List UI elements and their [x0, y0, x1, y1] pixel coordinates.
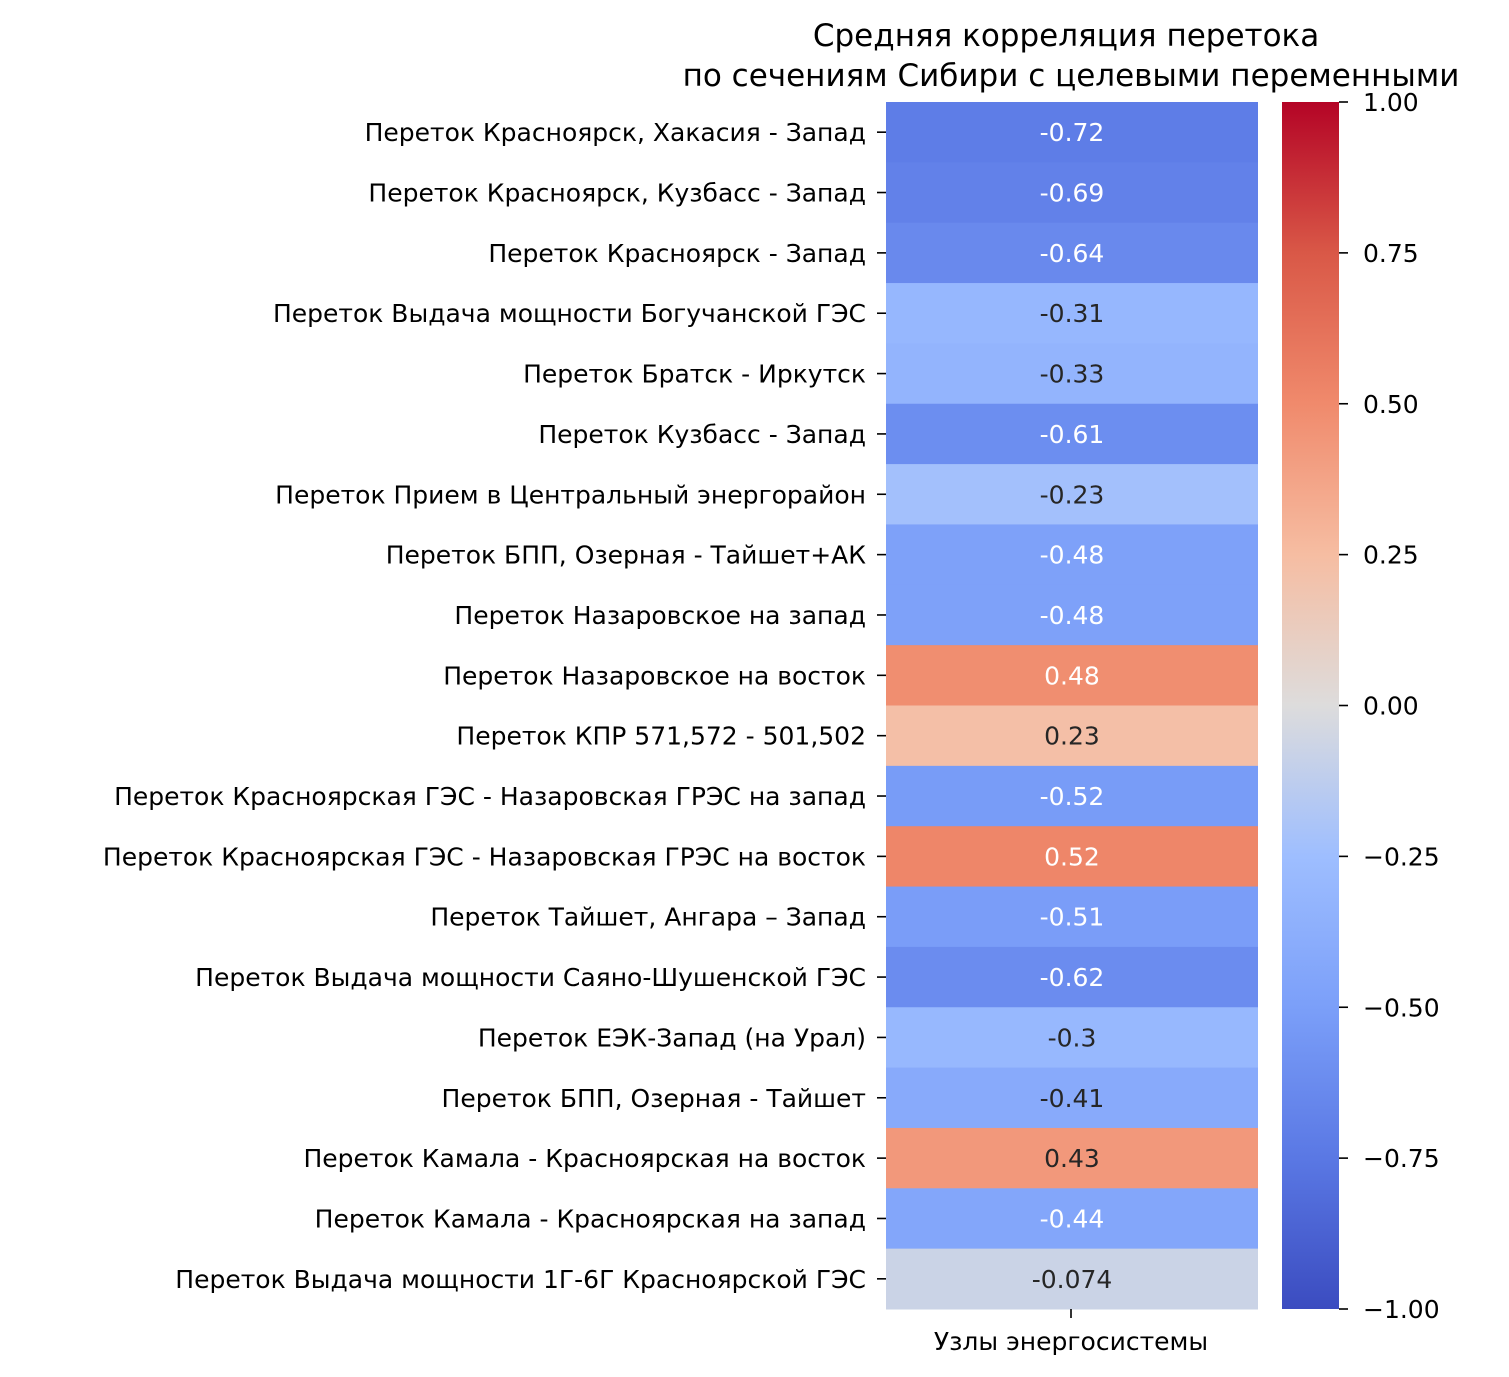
heatmap-cell — [886, 765, 1258, 827]
cell-value-label: 0.48 — [1044, 661, 1100, 690]
row-label: Переток БПП, Озерная - Тайшет — [442, 1084, 866, 1113]
row-label: Переток Тайшет, Ангара – Запад — [430, 903, 866, 932]
heatmap-cell — [886, 403, 1258, 465]
heatmap-cell — [886, 283, 1258, 344]
cell-value-label: -0.72 — [1040, 118, 1105, 147]
colorbar-tick-label: 0.75 — [1363, 239, 1419, 268]
row-label: Переток Красноярск - Запад — [488, 239, 866, 268]
row-label: Переток Выдача мощности Богучанской ГЭС — [273, 299, 866, 328]
row-label: Переток Камала - Красноярская на восток — [303, 1144, 866, 1173]
cell-value-label: 0.23 — [1044, 722, 1100, 751]
heatmap-cell — [886, 826, 1258, 888]
cell-value-label: -0.48 — [1040, 601, 1105, 630]
heatmap-cell — [886, 464, 1258, 525]
colorbar-tick-label: 0.50 — [1363, 390, 1419, 419]
row-label: Переток Назаровское на запад — [454, 601, 866, 630]
heatmap-cell — [886, 705, 1258, 767]
heatmap-cell — [886, 1188, 1258, 1250]
cell-value-label: -0.64 — [1040, 239, 1105, 268]
row-label: Переток Красноярск, Хакасия - Запад — [365, 118, 866, 147]
x-tick-label: Узлы энергосистемы — [934, 1327, 1208, 1356]
colorbar-tick-label: 1.00 — [1363, 88, 1419, 117]
colorbar-tick-label: −0.25 — [1363, 842, 1440, 871]
row-label: Переток Братск - Иркутск — [523, 360, 866, 389]
colorbar-tick-label: −0.50 — [1363, 993, 1440, 1022]
row-label: Переток БПП, Озерная - Тайшет+АК — [386, 541, 867, 570]
chart-title-line-2: по сечениям Сибири с целевыми переменным… — [683, 58, 1460, 94]
cell-value-label: -0.51 — [1040, 903, 1105, 932]
row-label: Переток Камала - Красноярская на запад — [315, 1204, 866, 1233]
cell-value-label: -0.3 — [1048, 1023, 1097, 1052]
cell-value-label: -0.31 — [1040, 299, 1105, 328]
heatmap-cell — [886, 1007, 1258, 1069]
heatmap-cell — [886, 1127, 1258, 1189]
colorbar-tick-label: −1.00 — [1363, 1295, 1440, 1324]
cell-value-label: -0.44 — [1040, 1204, 1105, 1233]
cell-value-label: -0.52 — [1040, 782, 1105, 811]
row-label: Переток Прием в Центральный энергорайон — [275, 480, 866, 509]
cell-value-label: -0.69 — [1040, 179, 1105, 208]
cell-value-label: -0.48 — [1040, 541, 1105, 570]
heatmap-cell — [886, 946, 1258, 1008]
heatmap-rows: -0.72 Переток Красноярск, Хакасия - Запад… — [103, 102, 1258, 1310]
cell-value-label: -0.33 — [1040, 360, 1105, 389]
cell-value-label: -0.074 — [1032, 1265, 1113, 1294]
chart-title-line-1: Средняя корреляция перетока — [813, 18, 1319, 54]
cell-value-label: -0.41 — [1040, 1084, 1105, 1113]
heatmap-cell — [886, 162, 1258, 224]
cell-value-label: 0.43 — [1044, 1144, 1100, 1173]
colorbar: 1.00 0.75 0.50 0.25 0.00 −0.25 −0.50 −0.75 −1.00 — [1282, 88, 1440, 1324]
row-label: Переток ЕЭК-Запад (на Урал) — [478, 1023, 866, 1052]
row-label: Переток Назаровское на восток — [443, 661, 866, 690]
row-label: Переток Красноярская ГЭС - Назаровская Г… — [114, 782, 866, 811]
heatmap-cell — [886, 222, 1258, 284]
colorbar-ticks: 1.00 0.75 0.50 0.25 0.00 −0.25 −0.50 −0.75 −1.00 — [1339, 88, 1440, 1324]
cell-value-label: -0.62 — [1040, 963, 1105, 992]
x-axis: Узлы энергосистемы — [934, 1309, 1208, 1356]
chart-title: Средняя корреляция перетока по сечениям … — [683, 18, 1460, 94]
heatmap-cell — [886, 584, 1258, 646]
row-label: Переток Выдача мощности 1Г-6Г Красноярск… — [175, 1265, 866, 1294]
colorbar-tick-label: 0.25 — [1363, 541, 1419, 570]
row-label: Переток Красноярская ГЭС - Назаровская Г… — [103, 842, 866, 871]
heatmap-cell — [886, 343, 1258, 405]
heatmap-cell — [886, 524, 1258, 586]
heatmap-cell — [886, 645, 1258, 706]
cell-value-label: -0.23 — [1040, 480, 1105, 509]
row-label: Переток Красноярск, Кузбасс - Запад — [368, 179, 866, 208]
row-label: Переток Выдача мощности Саяно-Шушенской … — [195, 963, 866, 992]
colorbar-gradient — [1282, 102, 1339, 1309]
heatmap-cell — [886, 1067, 1258, 1129]
row-label: Переток КПР 571,572 - 501,502 — [456, 722, 866, 751]
cell-value-label: -0.61 — [1040, 420, 1105, 449]
colorbar-tick-label: 0.00 — [1363, 692, 1419, 721]
heatmap-cell — [886, 1248, 1258, 1310]
heatmap-cell — [886, 102, 1258, 163]
colorbar-tick-label: −0.75 — [1363, 1144, 1440, 1173]
cell-value-label: 0.52 — [1044, 842, 1100, 871]
heatmap-cell — [886, 886, 1258, 948]
row-label: Переток Кузбасс - Запад — [538, 420, 866, 449]
